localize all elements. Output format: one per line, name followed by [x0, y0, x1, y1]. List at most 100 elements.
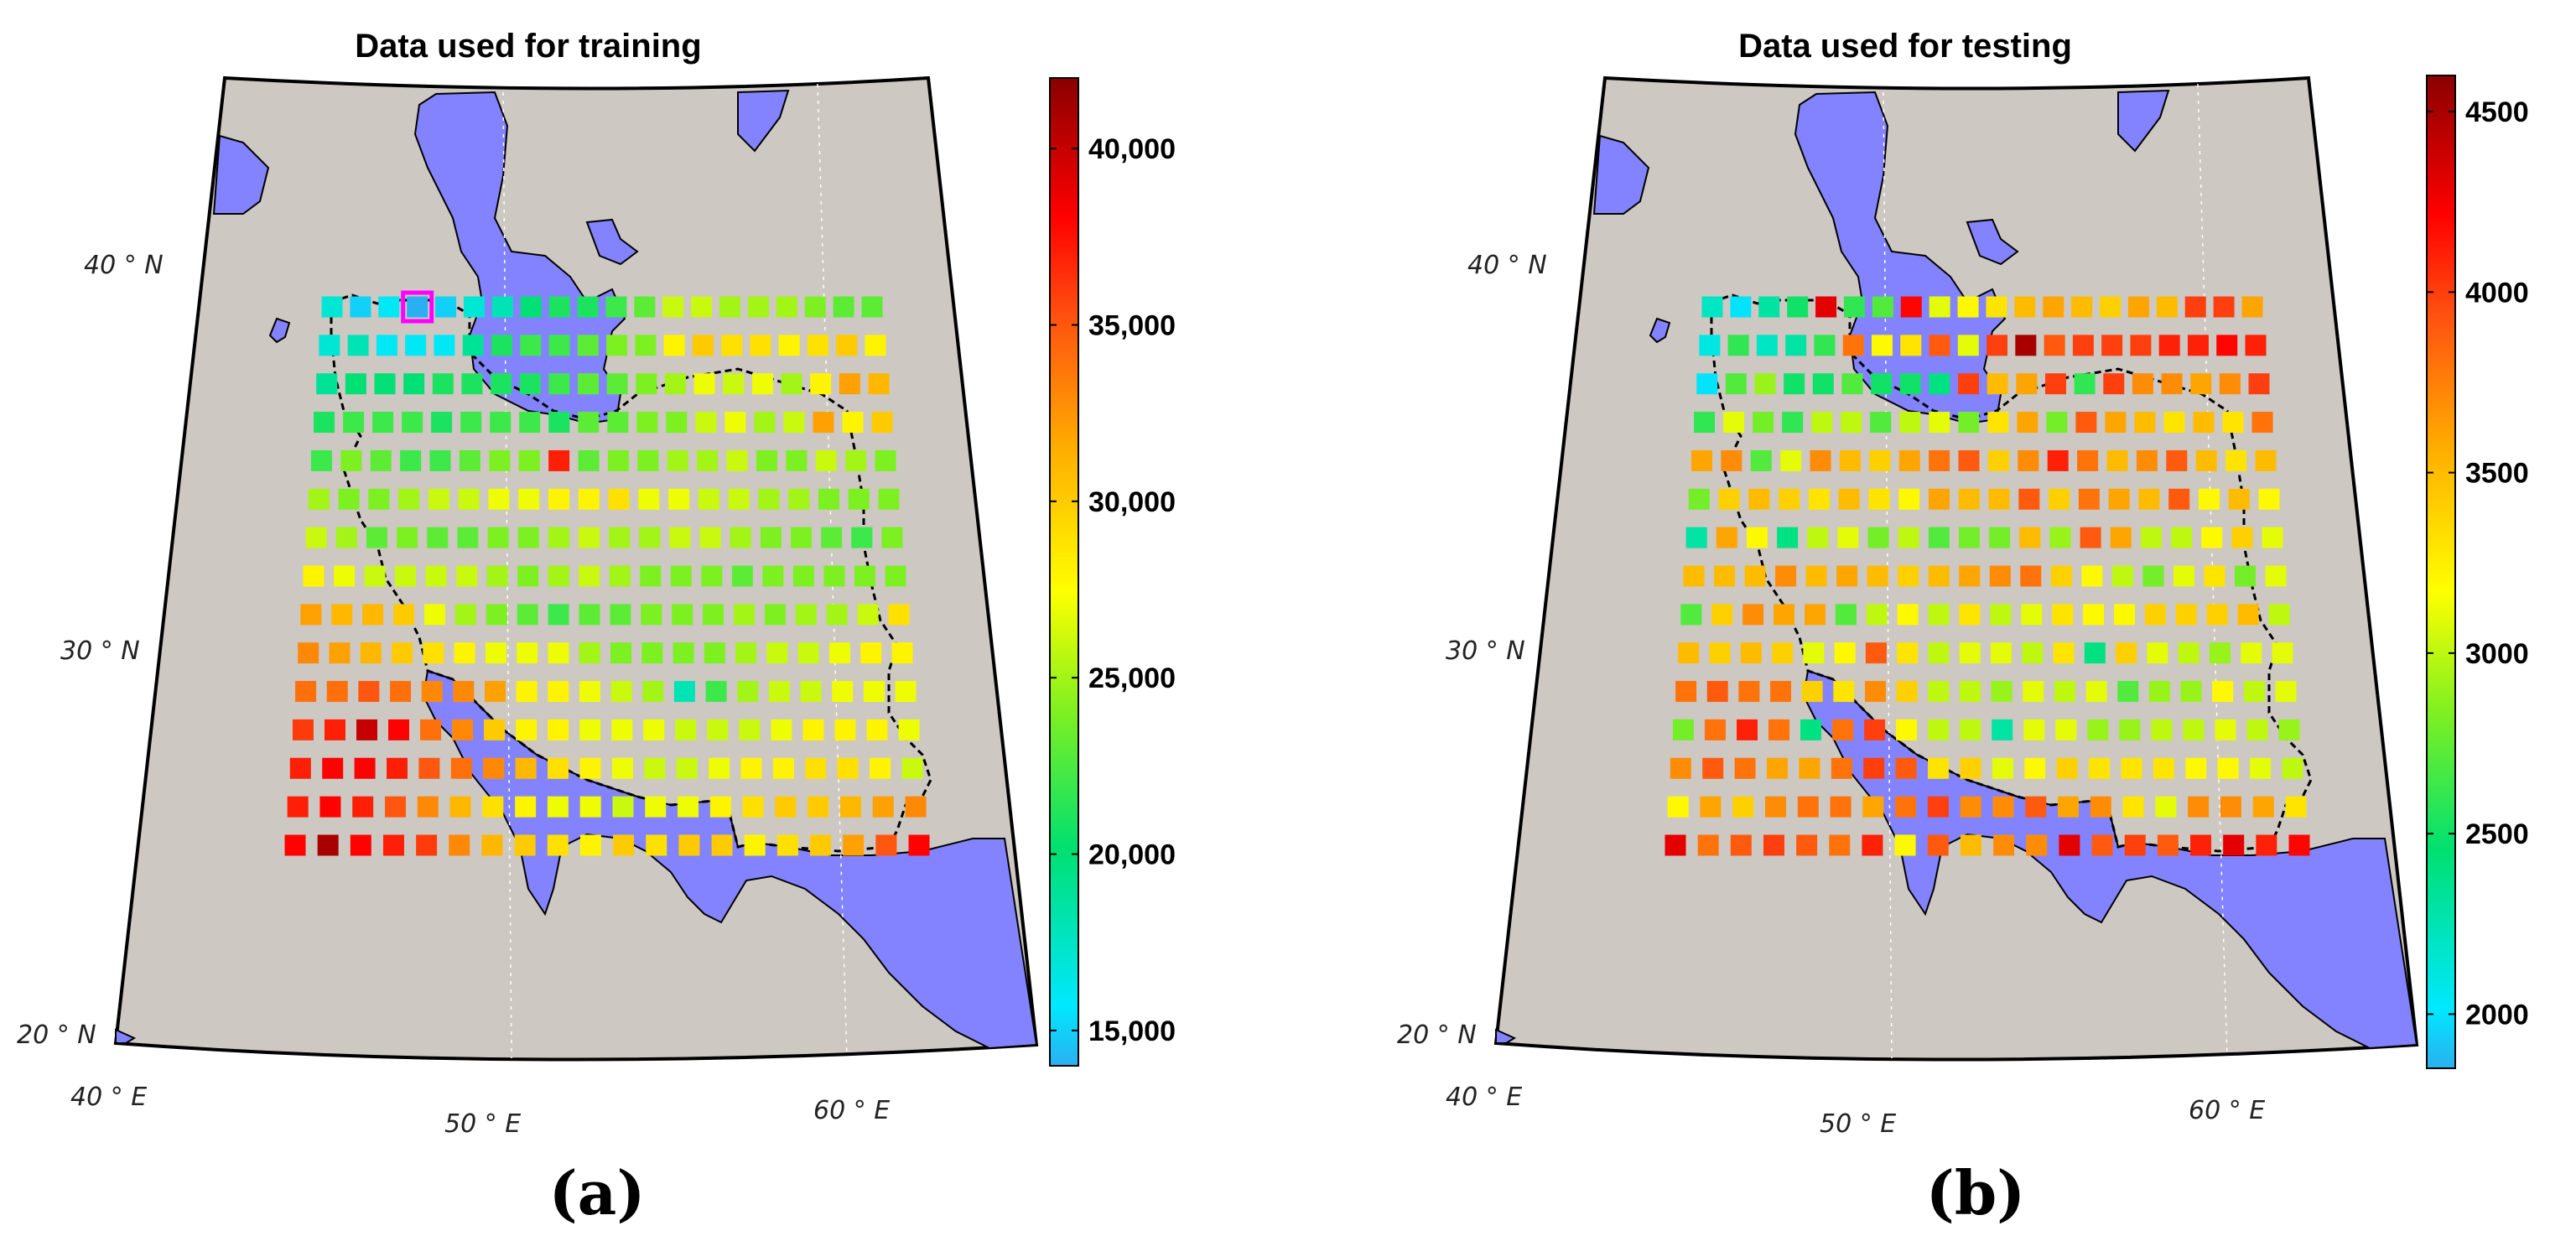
data-cell	[675, 719, 697, 740]
data-cell	[2015, 335, 2037, 356]
data-cell	[851, 527, 873, 548]
data-cell	[1987, 412, 2009, 434]
data-cell	[454, 604, 476, 626]
data-cell	[667, 449, 688, 471]
data-cell	[2017, 412, 2038, 434]
data-cell	[754, 412, 776, 434]
data-cell	[456, 565, 478, 587]
data-cell	[481, 834, 503, 856]
data-cell	[1957, 335, 1979, 356]
data-cell	[863, 681, 885, 703]
data-cell	[2184, 296, 2206, 318]
data-cell	[692, 335, 714, 356]
data-cell	[487, 527, 509, 548]
data-cell	[1987, 373, 2008, 395]
data-cell	[643, 719, 665, 740]
data-cell	[2056, 757, 2078, 779]
data-cell	[520, 296, 542, 318]
data-cell	[518, 488, 540, 510]
data-cell	[1807, 527, 1829, 548]
data-cell	[491, 335, 512, 356]
data-cell	[662, 296, 684, 318]
data-cell	[1706, 681, 1728, 703]
data-cell	[1774, 604, 1795, 626]
data-cell	[2084, 642, 2106, 664]
data-cell	[1702, 757, 1724, 779]
data-cell	[418, 757, 440, 779]
data-cell	[1683, 565, 1705, 587]
data-cell	[2195, 449, 2217, 471]
data-cell	[843, 834, 865, 856]
data-cell	[2166, 449, 2188, 471]
data-cell	[1838, 488, 1860, 510]
data-cell	[663, 335, 685, 356]
data-cell	[450, 757, 472, 779]
data-cell	[776, 296, 797, 318]
lake	[737, 89, 790, 153]
lat-label-30: 30 ° N	[60, 636, 140, 666]
data-cell	[1678, 642, 1700, 664]
data-cell	[345, 373, 366, 395]
data-cell	[390, 681, 412, 703]
data-cell	[723, 373, 745, 395]
data-cell	[1727, 335, 1749, 356]
data-cell	[669, 527, 691, 548]
data-cell	[693, 373, 715, 395]
data-cell	[2049, 527, 2071, 548]
data-cell	[2250, 757, 2272, 779]
data-cell	[1746, 527, 1768, 548]
data-cell	[2142, 565, 2164, 587]
data-cell	[837, 757, 859, 779]
colorbar-tick-label: 3000	[2465, 638, 2529, 670]
data-cell	[460, 412, 482, 434]
data-cell	[2023, 719, 2045, 740]
data-cell	[2156, 296, 2178, 318]
data-cell	[1697, 834, 1719, 856]
data-cell	[1959, 565, 1981, 587]
data-cell	[1831, 757, 1852, 779]
data-cell	[1811, 412, 1833, 434]
data-cell	[2047, 449, 2069, 471]
data-cell	[2158, 335, 2180, 356]
data-cell	[2212, 681, 2234, 703]
data-cell	[704, 642, 725, 664]
data-cell	[387, 757, 408, 779]
data-cell	[334, 565, 356, 587]
colorbar-tick-label: 30,000	[1088, 486, 1176, 518]
data-cell	[2183, 719, 2205, 740]
data-cell	[2217, 757, 2239, 779]
data-cell	[485, 642, 506, 664]
data-cell	[486, 604, 507, 626]
red-sea	[115, 1028, 137, 1044]
data-cell	[292, 719, 314, 740]
data-cell	[2018, 449, 2039, 471]
panel-testing: Data used for testing 2000 2500 3000 3500 40…	[1397, 28, 2529, 1228]
data-cell	[2187, 335, 2209, 356]
data-cell	[664, 373, 686, 395]
data-cell	[548, 565, 569, 587]
data-cell	[1900, 296, 1922, 318]
data-cell	[778, 335, 800, 356]
data-cell	[1784, 373, 1805, 395]
data-cell	[888, 604, 910, 626]
black-sea	[1592, 134, 1650, 215]
data-cell	[703, 604, 724, 626]
data-cell	[875, 834, 897, 856]
data-cell	[2106, 449, 2128, 471]
data-cell	[2018, 488, 2040, 510]
data-cell	[520, 335, 542, 356]
data-cell	[548, 681, 569, 703]
data-cell	[395, 565, 417, 587]
data-cell	[2256, 834, 2277, 856]
data-cell	[1929, 412, 1950, 434]
data-cell	[2138, 488, 2160, 510]
lat-label-20: 20 ° N	[1397, 1020, 1477, 1050]
data-cell	[319, 796, 341, 818]
data-cell	[691, 296, 713, 318]
data-cell	[644, 757, 666, 779]
data-cell	[1750, 449, 1772, 471]
data-cell	[1986, 296, 2007, 318]
data-cell	[547, 796, 569, 818]
data-cell	[1990, 642, 2012, 664]
data-cell	[284, 834, 306, 856]
